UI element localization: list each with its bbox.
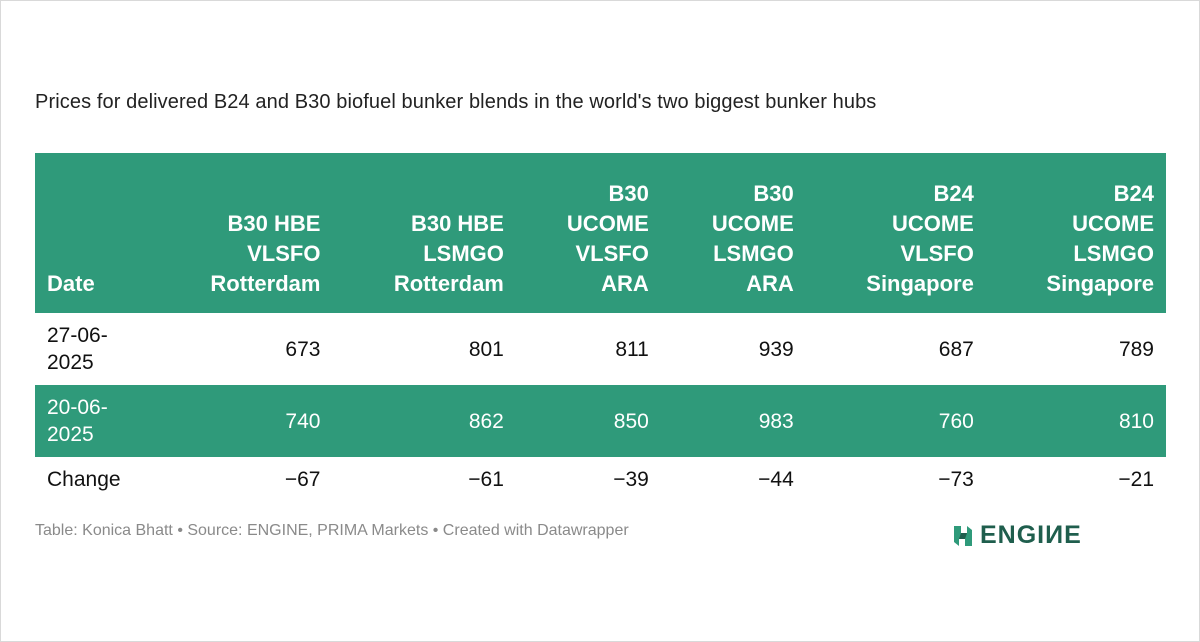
column-header-line: UCOME [891, 211, 974, 236]
column-header-line: Date [47, 271, 95, 296]
column-header-line: Rotterdam [393, 271, 504, 296]
date-cell: Change [35, 457, 149, 501]
column-header-line: UCOME [1072, 211, 1154, 236]
date-line: 2025 [47, 351, 94, 374]
date-cell: 27-06- 2025 [35, 313, 149, 385]
price-cell: 811 [515, 313, 661, 385]
table-row: Change −67 −61 −39 −44 −73 −21 [35, 457, 1166, 501]
column-header-line: LSMGO [713, 241, 794, 266]
price-cell: −67 [149, 457, 333, 501]
price-cell: 801 [332, 313, 516, 385]
column-header: B30 HBE LSMGO Rotterdam [332, 153, 516, 313]
column-header-line: LSMGO [423, 241, 504, 266]
column-header-line: UCOME [711, 211, 794, 236]
column-header-line: ARA [746, 271, 794, 296]
column-header: B30 HBE VLSFO Rotterdam [149, 153, 333, 313]
column-header-line: VLSFO [575, 241, 649, 266]
date-line: Change [47, 467, 121, 491]
date-line: 2025 [47, 423, 94, 446]
column-header-line: Singapore [866, 271, 974, 296]
column-header-line: B30 HBE [227, 211, 321, 236]
column-header-line: VLSFO [900, 241, 974, 266]
price-cell: 983 [660, 385, 806, 457]
engine-logo-icon [954, 525, 972, 546]
column-header-line: Singapore [1046, 271, 1154, 296]
column-header-line: B24 [933, 181, 974, 206]
column-header: B24 UCOME VLSFO Singapore [805, 153, 986, 313]
price-cell: −21 [985, 457, 1166, 501]
date-line: 27-06- [47, 324, 108, 347]
engine-logo: ENGIИE [952, 521, 1082, 550]
table-row: 27-06- 2025 673 801 811 939 687 789 [35, 313, 1166, 385]
column-header-line: B30 [608, 181, 649, 206]
table-row: 20-06- 2025 740 862 850 983 760 810 [35, 385, 1166, 457]
source-footer: Table: Konica Bhatt • Source: ENGINE, PR… [35, 522, 629, 539]
header-row: Date B30 HBE VLSFO Rotterdam B30 HBE LSMGO Rot… [35, 153, 1166, 313]
column-header-line: Rotterdam [210, 271, 321, 296]
price-cell: −39 [515, 457, 661, 501]
column-header-line: ARA [601, 271, 649, 296]
price-cell: −73 [805, 457, 986, 501]
price-cell: −44 [660, 457, 806, 501]
column-header-line: B30 [753, 181, 794, 206]
price-cell: −61 [332, 457, 516, 501]
column-header-line: UCOME [566, 211, 649, 236]
column-header: B30 UCOME LSMGO ARA [660, 153, 806, 313]
column-header-line: B30 HBE [410, 211, 504, 236]
column-header: B24 UCOME LSMGO Singapore [985, 153, 1166, 313]
price-cell: 850 [515, 385, 661, 457]
price-table: Date B30 HBE VLSFO Rotterdam B30 HBE LSMGO Rot… [35, 153, 1166, 501]
price-cell: 740 [149, 385, 333, 457]
date-line: 20-06- [47, 396, 108, 419]
column-header: B30 UCOME VLSFO ARA [515, 153, 661, 313]
column-header-line: VLSFO [247, 241, 321, 266]
price-cell: 810 [985, 385, 1166, 457]
price-cell: 789 [985, 313, 1166, 385]
chart-title: Prices for delivered B24 and B30 biofuel… [35, 91, 877, 113]
price-cell: 862 [332, 385, 516, 457]
engine-logo-text: ENGIИE [980, 521, 1082, 549]
column-header-date: Date [35, 153, 149, 313]
price-cell: 673 [149, 313, 333, 385]
price-cell: 760 [805, 385, 986, 457]
column-header-line: B24 [1113, 181, 1154, 206]
price-cell: 939 [660, 313, 806, 385]
table-body: 27-06- 2025 673 801 811 939 687 789 20-06- 2025 74… [35, 313, 1166, 501]
date-cell: 20-06- 2025 [35, 385, 149, 457]
price-cell: 687 [805, 313, 986, 385]
column-header-line: LSMGO [1073, 241, 1154, 266]
